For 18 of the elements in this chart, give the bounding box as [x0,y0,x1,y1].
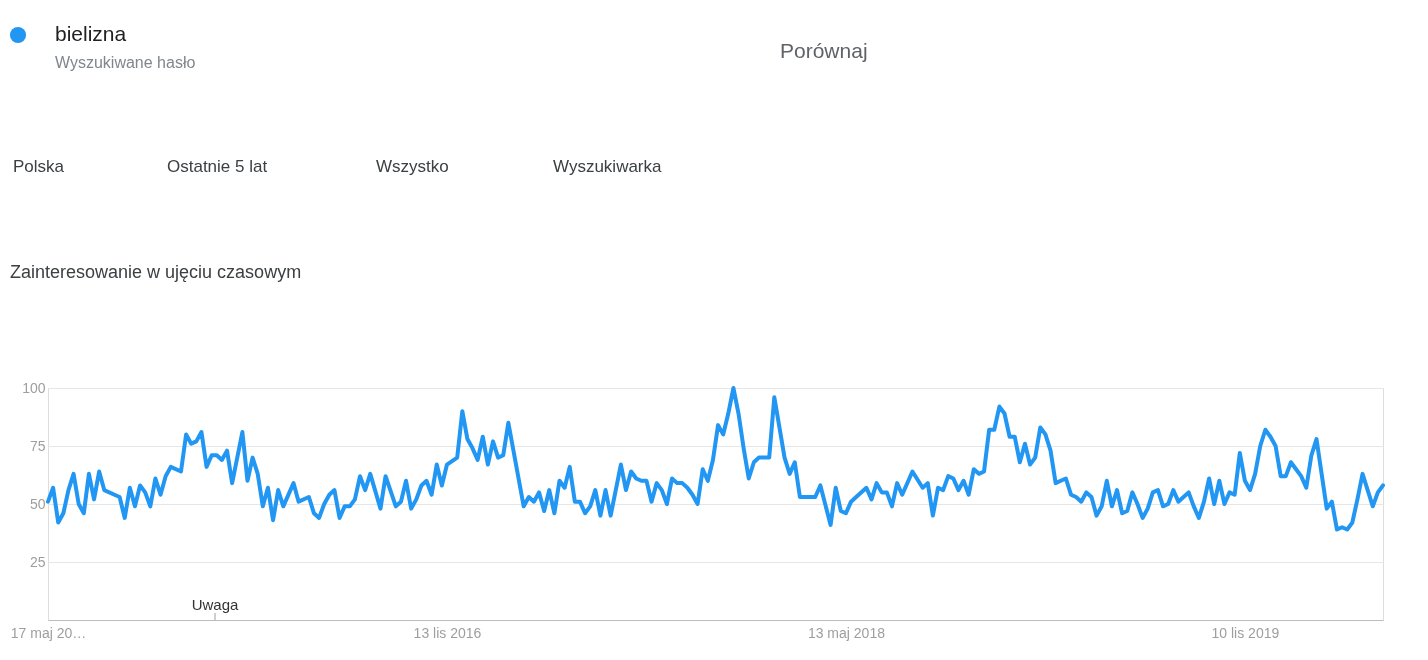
y-tick-label: 75 [29,437,46,454]
text: Porównaj [780,39,868,62]
y-tick-label: 25 [29,553,46,570]
annotation: Uwaga [191,596,239,613]
text: Polska [13,157,65,176]
legend-label: bielizna [55,22,127,45]
x-tick-label: 13 maj 2018 [807,624,886,641]
line-series [46,386,1385,532]
text: Ostatnie 5 lat [167,157,268,176]
text: Wyszukiwane hasło [55,54,196,71]
text: Wszystko [376,157,449,176]
chart-title: Zainteresowanie w ujęciu czasowym [10,262,302,282]
text: Wyszukiwarka [553,157,663,176]
x-tick-label: 13 lis 2016 [413,624,482,641]
x-tick-label: 17 maj 20… [10,624,87,641]
y-tick-label: 100 [22,379,46,396]
y-tick-label: 50 [29,495,46,512]
x-tick-label: 10 lis 2019 [1211,624,1280,641]
